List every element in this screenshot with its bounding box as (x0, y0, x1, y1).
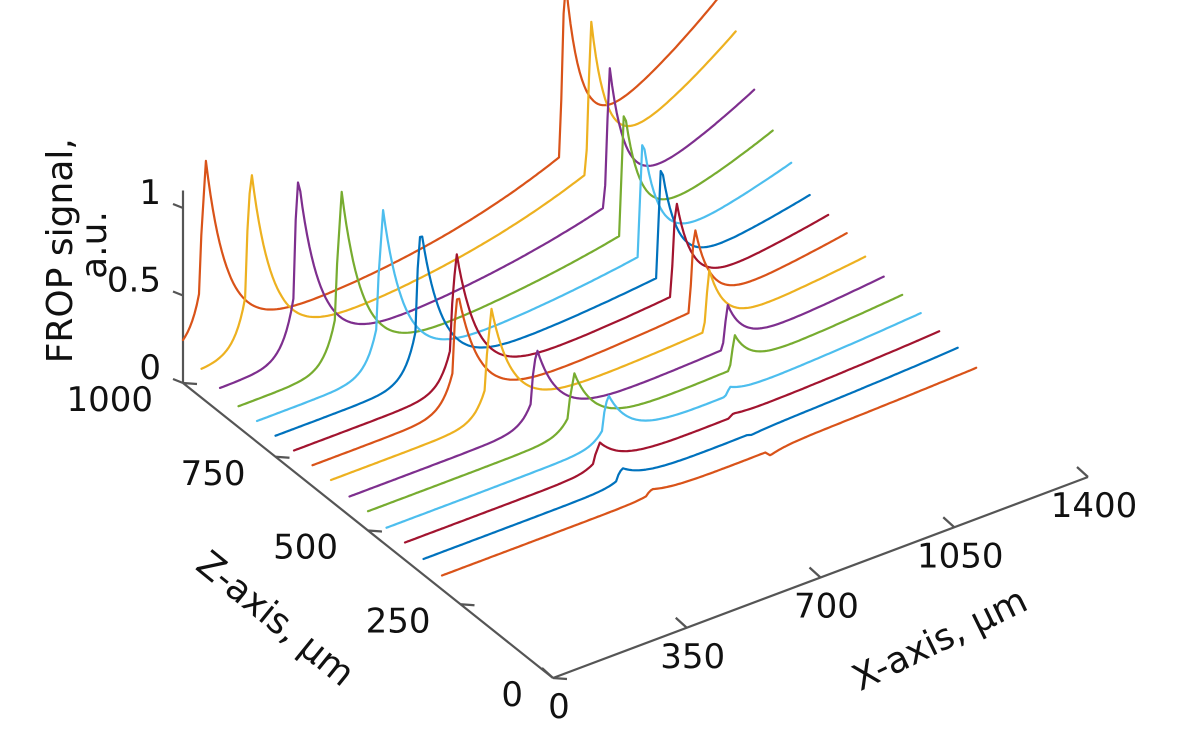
z-tick-mark (182, 381, 198, 386)
trace-z-750 (274, 169, 811, 437)
trace-z-350 (422, 346, 959, 561)
y-axis-label: FROP signal, a.u. (40, 127, 115, 364)
x-tick-mark (541, 667, 554, 679)
x-axis-label: X-axis, µm (846, 580, 1034, 700)
trace-z-450 (385, 312, 922, 529)
z-tick-label: 500 (273, 528, 338, 568)
y-axis-label-line-2: a.u. (74, 211, 115, 279)
x-tick-label: 0 (548, 687, 570, 727)
trace-z-500 (366, 293, 904, 513)
axis-labels: FROP signal, a.u. Z-axis, µm X-axis, µm (40, 127, 1034, 700)
z-tick-mark (367, 529, 383, 533)
axes (181, 190, 1089, 680)
trace-z-300 (440, 366, 978, 577)
x-tick-mark (675, 616, 688, 629)
y-tick-mark (172, 202, 184, 210)
z-tick-label: 0 (501, 675, 523, 715)
z-tick-mark (460, 603, 475, 607)
z-tick-label: 250 (366, 601, 431, 641)
trace-z-900 (218, 67, 756, 389)
trace-z-950 (200, 20, 737, 370)
trace-z-1000 (181, 0, 718, 342)
y-tick-mark (172, 290, 184, 297)
y-tick-mark (172, 377, 184, 385)
trace-z-850 (237, 115, 774, 408)
x-tick-label: 1400 (1051, 486, 1138, 526)
trace-z-400 (403, 330, 941, 544)
y-tick-label: 0 (139, 348, 161, 388)
trace-z-800 (255, 144, 793, 423)
trace-z-600 (329, 255, 867, 482)
trace-z-700 (292, 202, 830, 452)
z-tick-mark (552, 676, 568, 681)
x-tick-label: 1050 (917, 536, 1004, 576)
z-tick-label: 1000 (66, 380, 153, 420)
z-tick-mark (275, 455, 290, 459)
traces (181, 0, 978, 577)
x-tick-mark (1076, 466, 1089, 478)
y-tick-label: 0.5 (107, 261, 161, 301)
x-tick-label: 700 (794, 587, 859, 627)
x-tick-mark (942, 516, 955, 529)
x-tick-mark (808, 566, 822, 579)
z-tick-label: 750 (181, 454, 246, 494)
x-tick-label: 350 (660, 637, 725, 677)
trace-z-550 (348, 275, 885, 498)
y-axis-label-line-1: FROP signal, (40, 138, 81, 363)
trace-z-650 (311, 229, 848, 467)
y-tick-label: 1 (139, 173, 161, 213)
